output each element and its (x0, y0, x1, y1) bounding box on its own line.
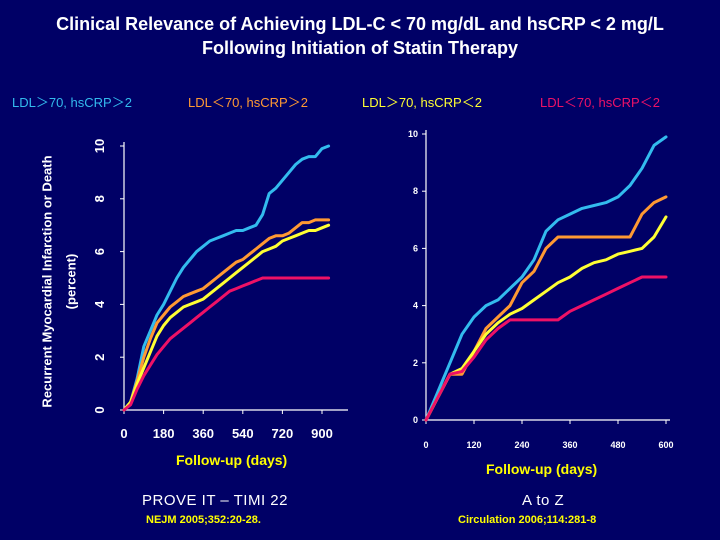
right-x-tick-label: 240 (514, 440, 529, 450)
left-x-tick-label: 540 (232, 426, 254, 441)
left-citation: NEJM 2005;352:20-28. (146, 514, 261, 526)
legend-item-ldl-high-crp-low: LDL＞70, hsCRP＜2 (362, 95, 482, 110)
left-x-tick-label: 180 (153, 426, 175, 441)
right-x-tick-label: 480 (610, 440, 625, 450)
left-x-tick-label: 900 (311, 426, 333, 441)
left-x-tick-label: 0 (120, 426, 127, 441)
right-y-tick-label: 4 (413, 301, 418, 311)
left-series-line-1 (122, 218, 331, 412)
right-x-tick-label: 600 (658, 440, 673, 450)
right-y-tick-label: 8 (413, 186, 418, 196)
left-x-tick-label: 360 (192, 426, 214, 441)
right-y-tick-label: 6 (413, 243, 418, 253)
slide-title-line1: Clinical Relevance of Achieving LDL-C < … (56, 14, 664, 34)
left-x-tick-label: 720 (272, 426, 294, 441)
left-y-tick-label: 6 (92, 248, 107, 255)
right-x-axis-label: Follow-up (days) (486, 461, 598, 477)
left-y-tick-label: 8 (92, 195, 107, 202)
left-y-tick-label: 2 (92, 354, 107, 361)
left-y-tick-label: 4 (92, 300, 107, 308)
legend-item-ldl-high-crp-high: LDL＞70, hsCRP＞2 (12, 95, 132, 110)
right-series-line-0 (424, 135, 668, 422)
left-study-name: PROVE IT – TIMI 22 (142, 492, 288, 509)
left-y-tick-label: 0 (92, 406, 107, 413)
right-y-tick-label: 2 (413, 358, 418, 368)
right-series-line-3 (424, 275, 668, 422)
right-y-tick-label: 10 (408, 129, 418, 139)
left-x-axis-label: Follow-up (days) (176, 452, 288, 468)
right-study-name: A to Z (522, 492, 565, 509)
left-series-line-3 (122, 276, 331, 412)
right-x-tick-label: 360 (562, 440, 577, 450)
left-y-tick-label: 10 (92, 139, 107, 153)
right-citation: Circulation 2006;114:281-8 (458, 514, 597, 526)
legend-item-ldl-low-crp-low: LDL＜70, hsCRP＜2 (540, 95, 660, 110)
slide-title-line2: Following Initiation of Statin Therapy (202, 38, 518, 58)
left-series-line-0 (122, 144, 331, 412)
right-x-tick-label: 120 (466, 440, 481, 450)
legend-item-ldl-low-crp-high: LDL＜70, hsCRP＞2 (188, 95, 308, 110)
right-x-tick-label: 0 (423, 440, 428, 450)
right-y-tick-label: 0 (413, 415, 418, 425)
right-series-line-2 (424, 215, 668, 422)
left-series-line-2 (122, 223, 331, 412)
